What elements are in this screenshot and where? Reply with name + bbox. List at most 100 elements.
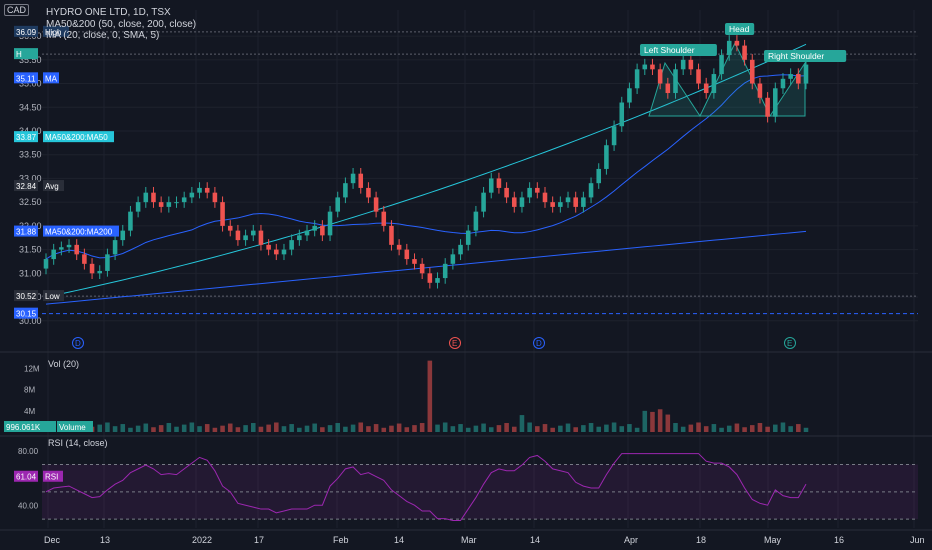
volume-tag-value: 996.061K <box>6 423 41 432</box>
candle-body <box>581 197 586 207</box>
candle-body <box>458 244 463 255</box>
volume-bar <box>803 427 809 432</box>
candle-body <box>220 202 225 226</box>
price-tag-name: MA <box>45 74 58 83</box>
volume-bar <box>665 414 671 432</box>
candle-body <box>312 225 317 231</box>
candle-body <box>66 244 72 248</box>
candle-body <box>757 83 763 98</box>
candle-body <box>512 197 517 207</box>
candle-body <box>657 69 663 84</box>
volume-bar <box>105 422 110 432</box>
candle-body <box>297 235 302 241</box>
candle-body <box>166 202 172 207</box>
candle-body <box>189 192 195 198</box>
price-tag-value: 31.88 <box>16 228 37 237</box>
volume-bar <box>312 423 317 432</box>
candle-body <box>204 187 210 193</box>
candle-body <box>143 192 149 203</box>
indicator-ma50-200-label[interactable]: MA50&200 (50, close, 200, close) <box>46 19 197 30</box>
price-tag-bg <box>14 131 38 143</box>
x-tick-label: Apr <box>624 535 638 545</box>
volume-bar <box>742 427 747 432</box>
volume-bar <box>151 427 156 432</box>
volume-bar <box>274 422 279 432</box>
indicator-ma-label[interactable]: MA (20, close, 0, SMA, 5) <box>46 30 160 41</box>
volume-title: Vol (20) <box>48 359 79 369</box>
volume-bar <box>266 424 271 432</box>
candle-body <box>128 211 133 231</box>
price-tag-name-bg <box>43 290 64 302</box>
candle-body <box>135 202 141 212</box>
price-tag-name: MA50&200:MA50 <box>45 133 108 142</box>
price-tag-value: H <box>16 50 22 59</box>
volume-bar <box>527 422 532 432</box>
event-marker <box>784 337 796 349</box>
candle-body <box>304 230 310 236</box>
volume-bar <box>757 423 763 432</box>
volume-tag-bg <box>4 421 56 432</box>
candle-body <box>527 187 532 198</box>
volume-bar <box>396 423 402 432</box>
x-tick-label: 13 <box>100 535 110 545</box>
y-tick-label: 33.50 <box>19 150 42 160</box>
currency-badge[interactable]: CAD <box>4 4 30 16</box>
rsi-tag-name: RSI <box>45 473 58 482</box>
candle-body <box>473 211 479 231</box>
candle-body <box>158 202 164 207</box>
candle-body <box>74 244 79 255</box>
volume-bar <box>611 422 617 432</box>
volume-bar <box>335 423 340 432</box>
candle-body <box>435 278 440 283</box>
candle-body <box>703 83 709 94</box>
volume-bar <box>97 424 103 432</box>
volume-bar <box>650 411 655 432</box>
y-tick-label: 31.50 <box>19 245 42 255</box>
pattern-label: Head <box>729 24 750 34</box>
y-tick-label: 34.00 <box>19 126 42 136</box>
volume-bar <box>289 424 294 432</box>
price-tag-name: Low <box>45 292 60 301</box>
candle-body <box>788 74 793 79</box>
volume-bar <box>465 427 471 432</box>
y-tick-label: 33.00 <box>19 173 42 183</box>
volume-bar <box>796 424 801 432</box>
volume-bar <box>419 423 425 432</box>
candle-body <box>427 273 433 283</box>
volume-bar <box>158 425 164 432</box>
pattern-label: Right Shoulder <box>768 51 824 61</box>
volume-bar <box>450 426 456 432</box>
volume-bar <box>780 422 786 432</box>
candle-body <box>726 40 732 56</box>
candle-body <box>419 263 425 274</box>
x-tick-label: 14 <box>394 535 404 545</box>
price-tag-bg <box>14 290 38 302</box>
volume-bar <box>174 426 179 432</box>
candle-body <box>151 192 156 203</box>
volume-bar <box>442 422 448 432</box>
candle-body <box>465 230 471 245</box>
rsi-tag-bg <box>14 470 38 482</box>
volume-bar <box>128 427 133 432</box>
price-tag-value: 35.11 <box>16 74 36 83</box>
x-tick-label: Jun <box>910 535 925 545</box>
candle-body <box>535 187 540 193</box>
volume-bar <box>773 424 778 432</box>
volume-bar <box>343 426 348 432</box>
rsi-tag-name-bg <box>43 470 63 482</box>
volume-bar <box>320 427 325 432</box>
candle-body <box>266 244 271 250</box>
price-tag-value: 32.84 <box>16 182 37 191</box>
volume-bar <box>243 425 248 432</box>
candle-body <box>488 178 494 193</box>
candle-body <box>404 249 410 260</box>
volume-bar <box>535 426 540 432</box>
volume-bar <box>281 426 287 432</box>
candle-body <box>343 183 348 198</box>
volume-bar <box>680 426 686 432</box>
symbol-title: HYDRO ONE LTD, 1D, TSX <box>46 7 171 18</box>
candle-body <box>504 187 509 198</box>
x-tick-label: 16 <box>834 535 844 545</box>
volume-bar <box>688 424 694 432</box>
